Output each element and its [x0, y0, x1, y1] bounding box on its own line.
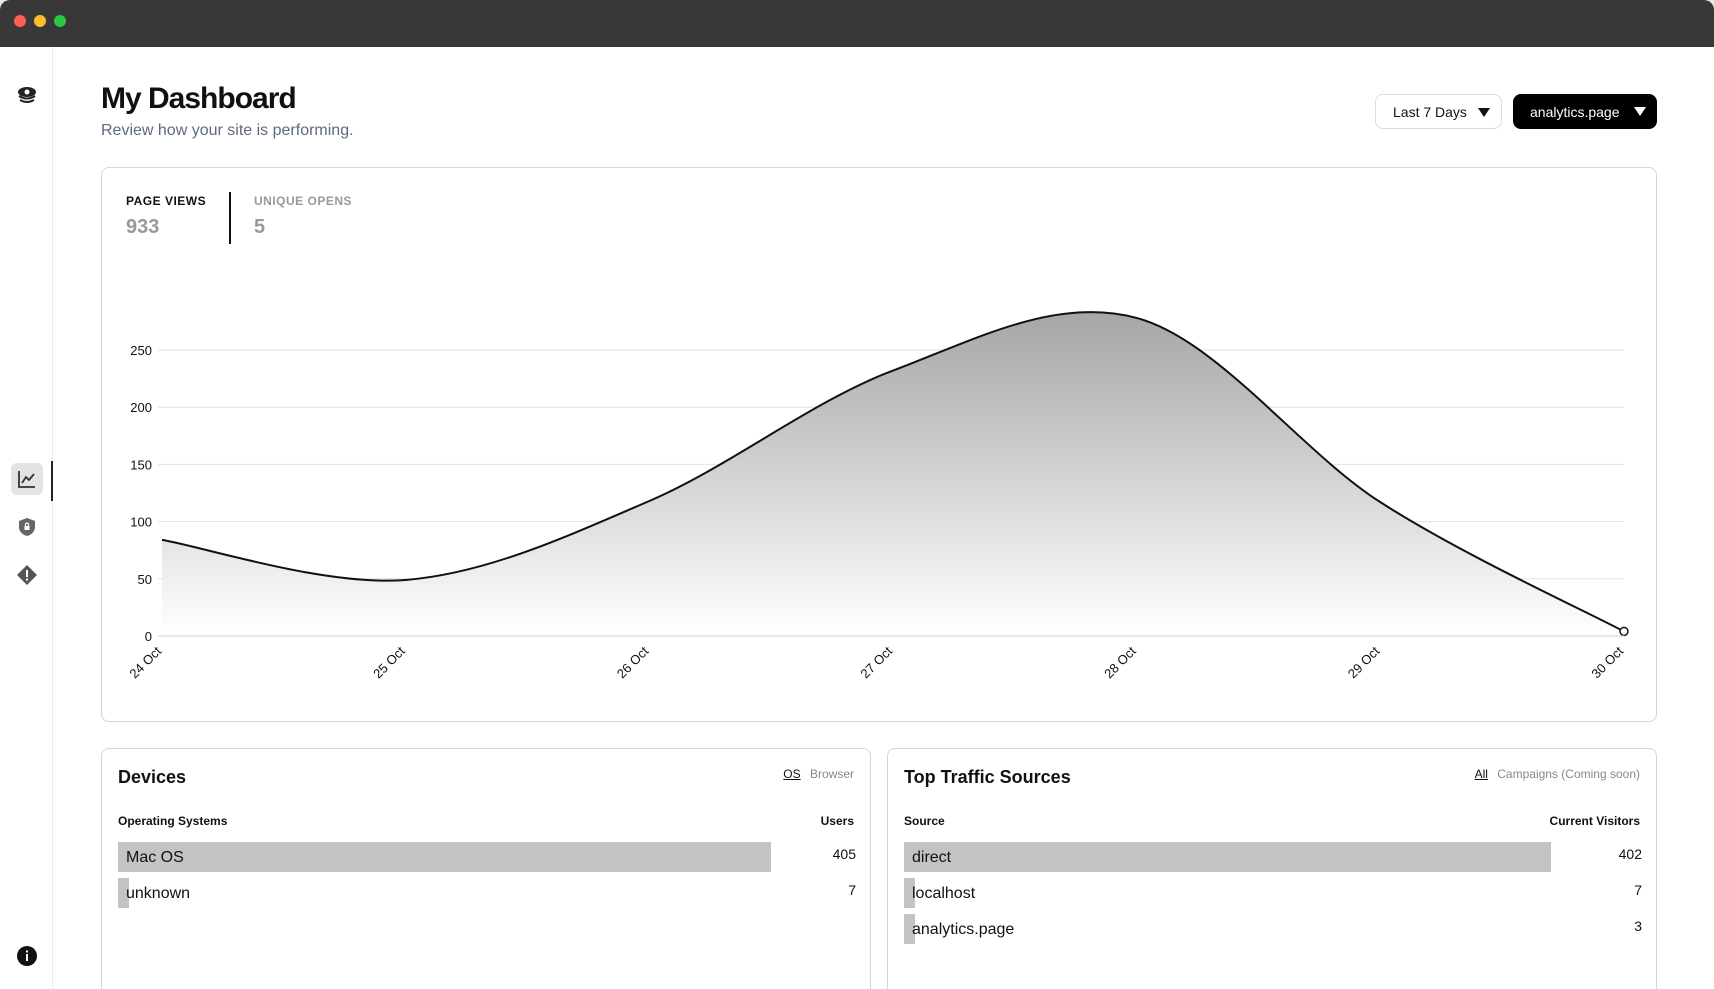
y-tick-label: 0 — [145, 629, 152, 644]
pageviews-chart-card: PAGE VIEWS 933 UNIQUE OPENS 5 0 50 100 150 2… — [101, 167, 1657, 722]
list-item[interactable]: direct 402 — [904, 842, 1642, 872]
metric-page-views[interactable]: PAGE VIEWS 933 — [126, 194, 206, 239]
minimize-window-button[interactable] — [34, 15, 46, 27]
list-item[interactable]: Mac OS 405 — [118, 842, 856, 872]
devices-col-users: Users — [820, 814, 854, 828]
traffic-toggle: All Campaigns (Coming soon) — [1475, 767, 1640, 781]
list-item-value: 402 — [1618, 846, 1642, 862]
value-bar — [118, 842, 771, 872]
devices-toggle: OS Browser — [783, 767, 854, 781]
traffic-panel: Top Traffic Sources All Campaigns (Comin… — [887, 748, 1657, 989]
x-tick-label: 24 Oct — [126, 643, 164, 681]
date-range-dropdown[interactable]: Last 7 Days — [1375, 94, 1502, 129]
list-item-label: Mac OS — [126, 849, 184, 866]
logo-icon[interactable] — [11, 79, 43, 111]
toggle-all[interactable]: All — [1474, 767, 1488, 781]
sidebar-item-alerts[interactable] — [11, 559, 43, 591]
x-tick-label: 29 Oct — [1345, 643, 1383, 681]
sidebar — [0, 47, 53, 989]
list-item-label: direct — [912, 849, 952, 866]
y-tick-label: 100 — [130, 515, 152, 530]
metric-label: UNIQUE OPENS — [254, 194, 353, 208]
list-item-value: 405 — [832, 846, 856, 862]
devices-panel: Devices OS Browser Operating Systems Use… — [101, 748, 871, 989]
devices-col-os: Operating Systems — [118, 814, 228, 828]
sidebar-item-analytics[interactable] — [11, 463, 43, 495]
toggle-browser[interactable]: Browser — [809, 767, 854, 781]
value-bar — [904, 878, 915, 908]
toggle-campaigns[interactable]: Campaigns (Coming soon) — [1497, 767, 1640, 781]
list-item[interactable]: unknown 7 — [118, 878, 856, 908]
list-item-label: localhost — [912, 885, 976, 902]
chevron-down-icon — [1634, 107, 1646, 116]
list-item-value: 7 — [848, 882, 856, 898]
chart-line-icon — [18, 471, 35, 488]
value-bar — [904, 914, 915, 944]
traffic-title: Top Traffic Sources — [904, 767, 1071, 787]
list-item-value: 3 — [1634, 918, 1642, 934]
devices-title: Devices — [118, 767, 187, 787]
metric-unique-opens[interactable]: UNIQUE OPENS 5 — [254, 194, 352, 239]
metric-label: PAGE VIEWS — [126, 194, 207, 208]
y-tick-label: 50 — [138, 572, 152, 587]
list-item-label: unknown — [126, 885, 191, 902]
traffic-col-source: Source — [904, 814, 945, 828]
y-tick-label: 200 — [130, 400, 152, 415]
value-bar — [118, 878, 130, 908]
metric-value: 5 — [254, 216, 266, 238]
sidebar-item-security[interactable] — [11, 511, 43, 543]
site-selector-dropdown[interactable]: analytics.page — [1513, 94, 1657, 129]
x-tick-label: 28 Oct — [1101, 643, 1139, 681]
list-item[interactable]: analytics.page 3 — [904, 914, 1642, 944]
list-item[interactable]: localhost 7 — [904, 878, 1642, 908]
y-tick-label: 250 — [130, 343, 152, 358]
chevron-down-icon — [1478, 108, 1490, 117]
traffic-col-visitors: Current Visitors — [1549, 814, 1640, 828]
list-item-value: 7 — [1634, 882, 1642, 898]
y-tick-label: 150 — [130, 457, 152, 472]
metric-value: 933 — [126, 216, 160, 238]
title-bar — [0, 0, 1714, 47]
series-area — [162, 312, 1624, 636]
alert-icon — [17, 565, 37, 585]
page-title: My Dashboard — [101, 82, 297, 115]
shield-icon — [19, 518, 35, 536]
area-chart: 0 50 100 150 200 250 24 Oct 25 Oct 26 Oct 27 Oct 2… — [126, 311, 1629, 681]
info-icon — [17, 946, 37, 966]
site-selector-label: analytics.page — [1530, 103, 1620, 120]
x-tick-label: 26 Oct — [614, 643, 652, 681]
data-point — [1619, 626, 1629, 637]
close-window-button[interactable] — [14, 15, 26, 27]
x-tick-label: 25 Oct — [370, 643, 408, 681]
metric-divider — [229, 192, 231, 244]
x-tick-label: 30 Oct — [1588, 643, 1626, 681]
value-bar — [904, 842, 1551, 872]
zoom-window-button[interactable] — [54, 15, 66, 27]
x-tick-label: 27 Oct — [857, 643, 895, 681]
series-line — [161, 311, 1625, 633]
list-item-label: analytics.page — [912, 921, 1015, 938]
sidebar-active-indicator — [51, 461, 53, 501]
toggle-os[interactable]: OS — [783, 767, 801, 781]
date-range-label: Last 7 Days — [1393, 103, 1467, 120]
sidebar-item-info[interactable] — [11, 940, 43, 972]
page-subtitle: Review how your site is performing. — [101, 122, 354, 139]
